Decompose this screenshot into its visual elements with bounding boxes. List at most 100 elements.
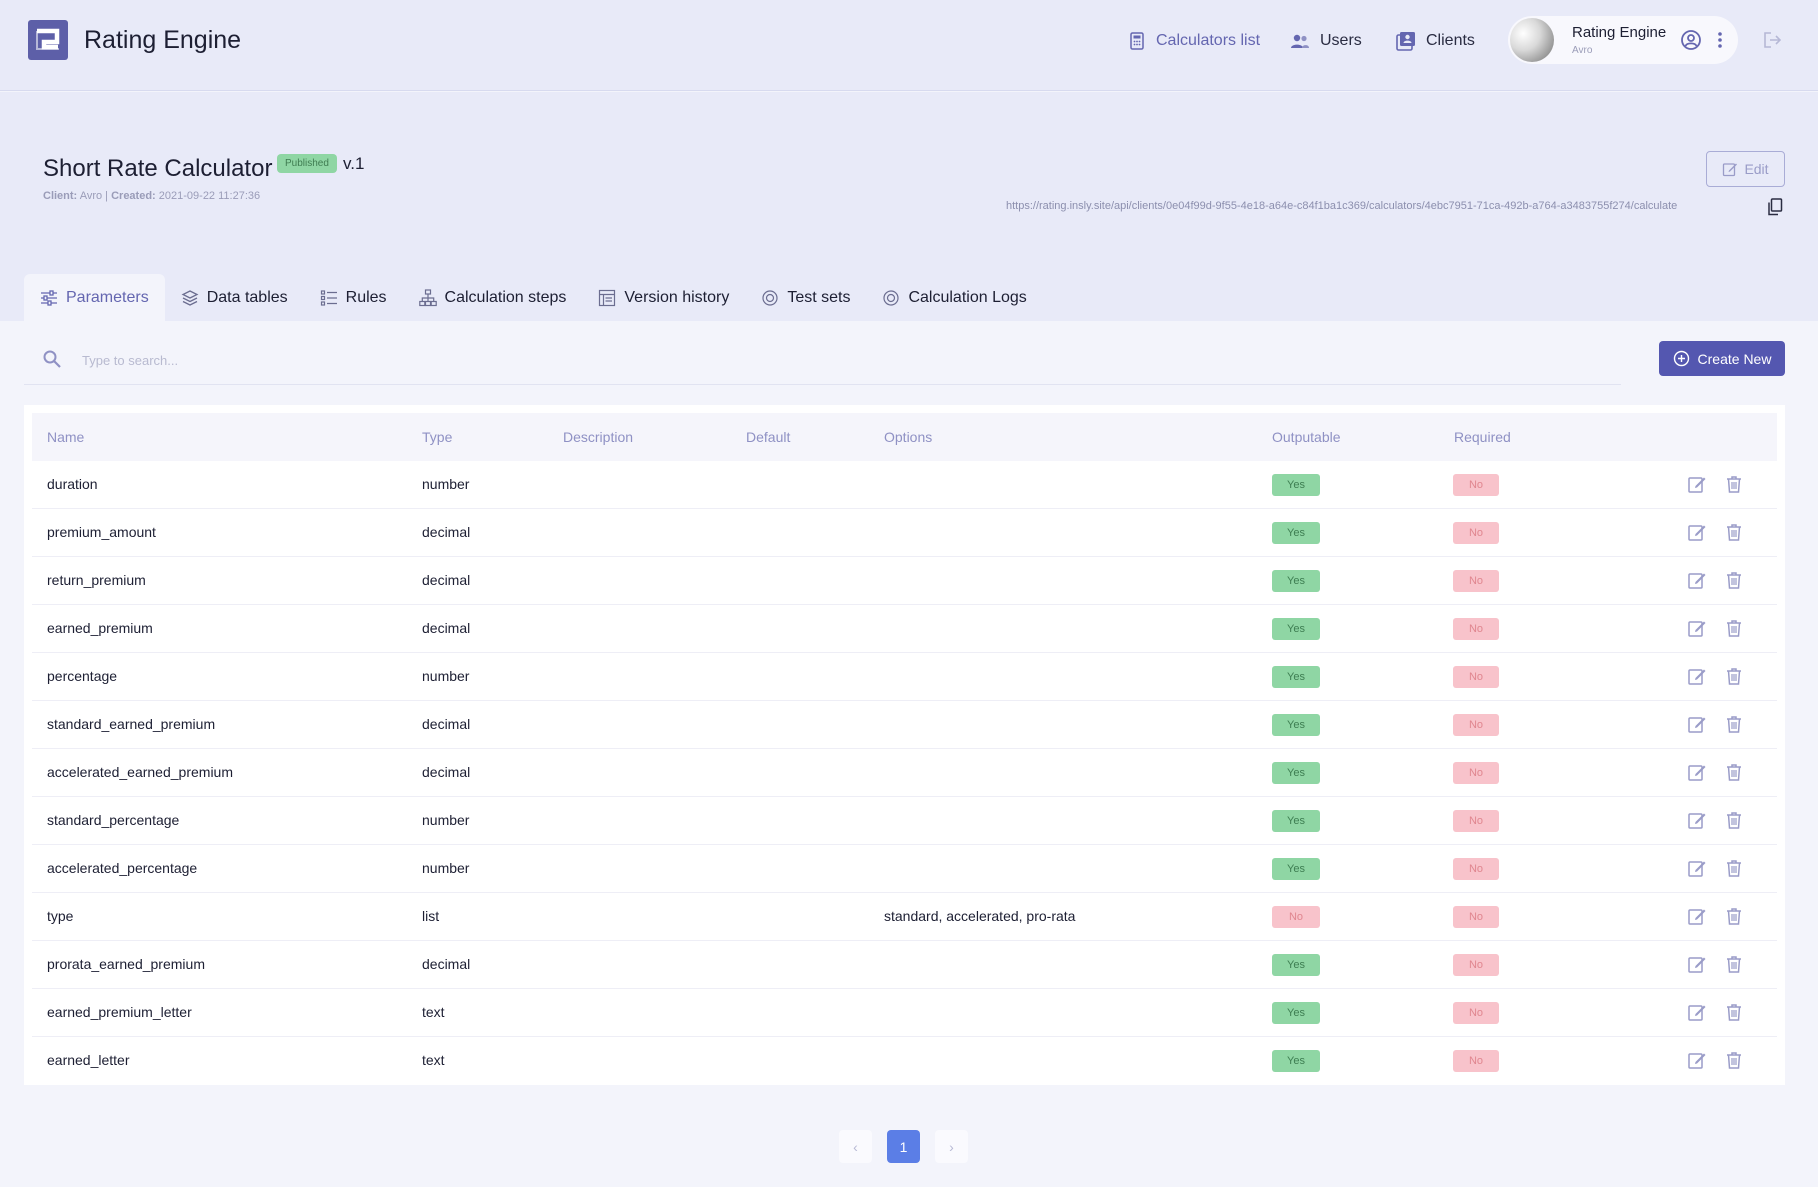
sliders-icon [41,289,57,306]
app-logo[interactable] [28,20,68,60]
edit-button-label: Edit [1744,161,1769,177]
column-header-name[interactable]: Name [47,429,85,445]
table-row[interactable]: type list standard, accelerated, pro-rata N… [32,893,1777,941]
tab-rules[interactable]: Rules [304,274,403,321]
user-name: Rating Engine [1572,24,1667,41]
required-badge: No [1453,714,1499,736]
edit-row-icon[interactable] [1687,1002,1707,1023]
table-row[interactable]: percentage number Yes No [32,653,1777,701]
delete-row-icon[interactable] [1724,474,1744,495]
edit-row-icon[interactable] [1687,954,1707,975]
tab-data-tables[interactable]: Data tables [165,274,304,321]
table-row[interactable]: standard_earned_premium decimal Yes No [32,701,1777,749]
table-row[interactable]: standard_percentage number Yes No [32,797,1777,845]
avatar [1510,18,1554,62]
tab-data-tables-label: Data tables [206,288,288,306]
column-header-required[interactable]: Required [1454,429,1511,445]
cell-name: standard_percentage [47,812,180,828]
outputable-badge: Yes [1272,714,1320,736]
tab-calculation-steps[interactable]: Calculation steps [403,274,583,321]
pagination-prev[interactable]: ‹ [839,1130,872,1163]
parameters-table: Name Type Description Default Options Ou… [24,405,1785,1085]
more-vertical-icon[interactable] [1716,29,1724,51]
tab-parameters[interactable]: Parameters [24,274,165,321]
cell-type: decimal [422,620,471,636]
search-input[interactable] [82,347,982,373]
delete-row-icon[interactable] [1724,858,1744,879]
cell-type: number [422,476,470,492]
table-row[interactable]: prorata_earned_premium decimal Yes No [32,941,1777,989]
calculator-title: Short Rate Calculator [43,155,273,182]
cell-name: earned_premium [47,620,153,636]
cell-name: percentage [47,668,118,684]
logout-icon[interactable] [1762,30,1782,50]
required-badge: No [1453,810,1499,832]
copy-icon[interactable] [1767,198,1783,216]
table-row[interactable]: earned_premium decimal Yes No [32,605,1777,653]
nav-users[interactable]: Users [1290,28,1362,54]
edit-row-icon[interactable] [1687,666,1707,687]
table-row[interactable]: duration number Yes No [32,461,1777,509]
delete-row-icon[interactable] [1724,954,1744,975]
column-header-description[interactable]: Description [563,429,634,445]
table-row[interactable]: return_premium decimal Yes No [32,557,1777,605]
tab-test-sets[interactable]: Test sets [745,274,866,321]
delete-row-icon[interactable] [1724,714,1744,735]
table-row[interactable]: accelerated_earned_premium decimal Yes No [32,749,1777,797]
edit-button[interactable]: Edit [1706,151,1785,187]
cell-name: prorata_earned_premium [47,956,205,972]
create-new-button[interactable]: Create New [1659,341,1785,376]
delete-row-icon[interactable] [1724,570,1744,591]
required-badge: No [1453,666,1499,688]
table-row[interactable]: earned_premium_letter text Yes No [32,989,1777,1037]
edit-row-icon[interactable] [1687,474,1707,495]
cell-type: decimal [422,764,471,780]
delete-row-icon[interactable] [1724,618,1744,639]
edit-row-icon[interactable] [1687,858,1707,879]
delete-row-icon[interactable] [1724,522,1744,543]
tab-parameters-label: Parameters [66,288,149,306]
outputable-badge: Yes [1272,810,1320,832]
pagination-next[interactable]: › [935,1130,968,1163]
column-header-default[interactable]: Default [746,429,791,445]
pagination-page-1[interactable]: 1 [887,1130,920,1163]
edit-row-icon[interactable] [1687,810,1707,831]
tab-version-history-label: Version history [624,288,730,306]
user-account-icon[interactable] [1680,29,1702,51]
edit-row-icon[interactable] [1687,522,1707,543]
edit-row-icon[interactable] [1687,1050,1707,1071]
user-profile-card[interactable]: Rating Engine Avro [1508,16,1738,64]
meta-separator: | [105,190,109,202]
required-badge: No [1453,570,1499,592]
cell-type: decimal [422,572,471,588]
delete-row-icon[interactable] [1724,1050,1744,1071]
layers-icon [181,289,199,306]
cell-options: standard, accelerated, pro-rata [884,908,1076,924]
nav-clients-label: Clients [1426,32,1475,49]
delete-row-icon[interactable] [1724,666,1744,687]
edit-row-icon[interactable] [1687,762,1707,783]
table-row[interactable]: accelerated_percentage number Yes No [32,845,1777,893]
tab-version-history[interactable]: Version history [582,274,745,321]
outputable-badge: Yes [1272,762,1320,784]
nav-clients[interactable]: Clients [1396,28,1475,54]
column-header-outputable[interactable]: Outputable [1272,429,1341,445]
edit-row-icon[interactable] [1687,570,1707,591]
api-endpoint-url: https://rating.insly.site/api/clients/0e… [1006,200,1678,212]
required-badge: No [1453,522,1499,544]
delete-row-icon[interactable] [1724,762,1744,783]
table-row[interactable]: earned_letter text Yes No [32,1037,1777,1085]
nav-calculators-list[interactable]: Calculators list [1128,28,1260,54]
top-navigation-bar: Rating Engine Calculators list Users Cli… [0,0,1818,91]
edit-row-icon[interactable] [1687,618,1707,639]
delete-row-icon[interactable] [1724,906,1744,927]
column-header-options[interactable]: Options [884,429,933,445]
tab-calculation-logs[interactable]: Calculation Logs [866,274,1042,321]
column-header-type[interactable]: Type [422,429,453,445]
table-row[interactable]: premium_amount decimal Yes No [32,509,1777,557]
delete-row-icon[interactable] [1724,810,1744,831]
edit-row-icon[interactable] [1687,714,1707,735]
edit-row-icon[interactable] [1687,906,1707,927]
delete-row-icon[interactable] [1724,1002,1744,1023]
required-badge: No [1453,618,1499,640]
